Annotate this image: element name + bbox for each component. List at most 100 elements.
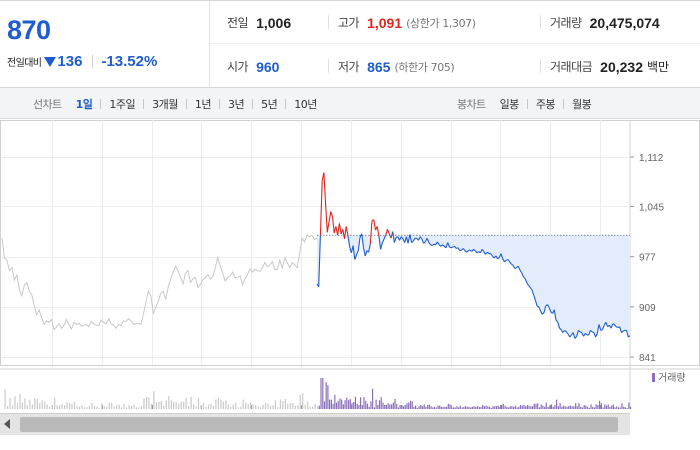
stat-row-top: 전일 1,006 고가 1,091 (상한가 1,307) 거래량 20,475…: [210, 1, 700, 44]
price-segment-down: [621, 330, 624, 334]
price-segment-down: [380, 242, 383, 250]
divider: [143, 98, 145, 109]
volume-bar-today: [440, 406, 442, 409]
price-segment-down: [569, 334, 572, 338]
volume-bar-previous: [180, 401, 182, 409]
price-segment-down: [590, 329, 593, 333]
volume-bar-today: [466, 406, 468, 409]
price-segment-down: [598, 324, 602, 331]
period-1d[interactable]: 1일: [75, 97, 93, 111]
chart-scrollbar[interactable]: [0, 413, 630, 435]
volume-bar-today: [499, 406, 501, 409]
volume-bar-today: [404, 405, 406, 409]
price-segment-down: [548, 307, 552, 313]
period-daily[interactable]: 일봉: [499, 97, 520, 111]
volume-bar-today: [532, 406, 534, 409]
volume-bar-today: [335, 402, 338, 409]
price-segment-down: [543, 305, 547, 313]
divider: [92, 55, 94, 68]
volume-bar-today: [403, 406, 405, 409]
volume-bar-today: [444, 406, 446, 409]
price-segment-down: [574, 335, 578, 339]
volume-bar-previous: [29, 399, 31, 409]
volume-bar-today: [483, 406, 485, 409]
volume-bar-today: [593, 407, 596, 409]
period-1w[interactable]: 1주일: [109, 97, 136, 111]
price-segment-down: [447, 242, 450, 248]
volume-bar-previous: [116, 405, 118, 409]
volume-bar-today: [587, 406, 589, 409]
period-3m[interactable]: 3개월: [152, 97, 178, 111]
scroll-thumb[interactable]: [20, 417, 618, 432]
volume-bar-previous: [26, 405, 28, 409]
volume-bar-today: [373, 407, 375, 409]
volume-bar-today: [435, 407, 437, 409]
period-1y[interactable]: 1년: [194, 97, 212, 111]
volume-bar-today: [341, 399, 343, 409]
stat-unit: 백만: [647, 60, 670, 74]
period-monthly[interactable]: 월봉: [572, 97, 592, 111]
price-segment-up: [325, 204, 328, 233]
divider: [285, 98, 287, 109]
volume-bar-today: [521, 405, 523, 409]
volume-bar-today: [562, 405, 565, 409]
volume-legend-label: 거래량: [658, 372, 686, 384]
volume-bar-today: [353, 402, 355, 409]
price-segment-down: [438, 244, 442, 247]
period-10y[interactable]: 10년: [294, 97, 317, 111]
period-3y[interactable]: 3년: [227, 97, 245, 111]
stat-row-bottom: 시가 960 저가 865 (하한가 705) 거래대금 20,232 백만: [210, 45, 700, 88]
volume-bar-today: [437, 405, 439, 409]
period-5y[interactable]: 5년: [261, 97, 278, 111]
volume-bar-today: [516, 407, 518, 409]
price-segment-down: [622, 329, 626, 332]
period-weekly[interactable]: 주봉: [535, 97, 556, 111]
volume-bar-today: [568, 406, 570, 409]
volume-bar-today: [370, 401, 372, 409]
price-segment-down: [514, 267, 517, 269]
volume-bar-today: [482, 405, 484, 409]
stat-label: 전일: [227, 16, 249, 30]
price-segment-down: [368, 243, 371, 253]
volume-bar-previous: [9, 398, 11, 409]
volume-bar-today: [451, 407, 453, 409]
volume-bar-today: [549, 405, 551, 409]
price-segment-down: [524, 278, 528, 283]
volume-bar-today: [623, 406, 625, 409]
volume-bar-previous: [118, 404, 120, 409]
volume-bar-today: [557, 406, 559, 409]
volume-bar-today: [323, 401, 326, 409]
previous-session-line: [1, 234, 318, 331]
volume-bar-today: [616, 406, 618, 409]
price-segment-down: [534, 300, 538, 307]
volume-bar-today: [415, 405, 417, 409]
volume-bar-previous: [143, 398, 145, 409]
price-segment-down: [364, 250, 368, 257]
volume-bar-today: [487, 406, 489, 409]
volume-bar-today: [628, 402, 630, 409]
volume-bar-today: [375, 399, 377, 409]
volume-bar-today: [468, 406, 470, 409]
price-segment-up: [345, 226, 349, 237]
y-tick-label: 909: [639, 303, 656, 314]
volume-bar-today: [330, 399, 332, 409]
price-segment-down: [486, 251, 490, 255]
volume-bar-today: [569, 405, 571, 409]
volume-bar-previous: [106, 406, 108, 409]
price-segment-down: [510, 263, 514, 266]
volume-bar-today: [542, 405, 544, 409]
price-segment-down: [433, 243, 436, 246]
volume-bar-today: [396, 403, 398, 409]
price-segment-down: [519, 269, 523, 274]
price-segment-down: [533, 294, 536, 301]
scroll-left-icon[interactable]: [4, 419, 10, 429]
price-segment-up: [385, 229, 389, 236]
price-segment-up: [328, 211, 332, 222]
volume-bar-previous: [34, 398, 36, 409]
volume-bar-previous: [163, 405, 165, 409]
stat-value: 865: [367, 58, 391, 75]
volume-bar-today: [552, 406, 554, 409]
volume-bar-today: [526, 405, 528, 409]
volume-bar-today: [583, 405, 585, 409]
volume-bar-previous: [262, 404, 264, 409]
